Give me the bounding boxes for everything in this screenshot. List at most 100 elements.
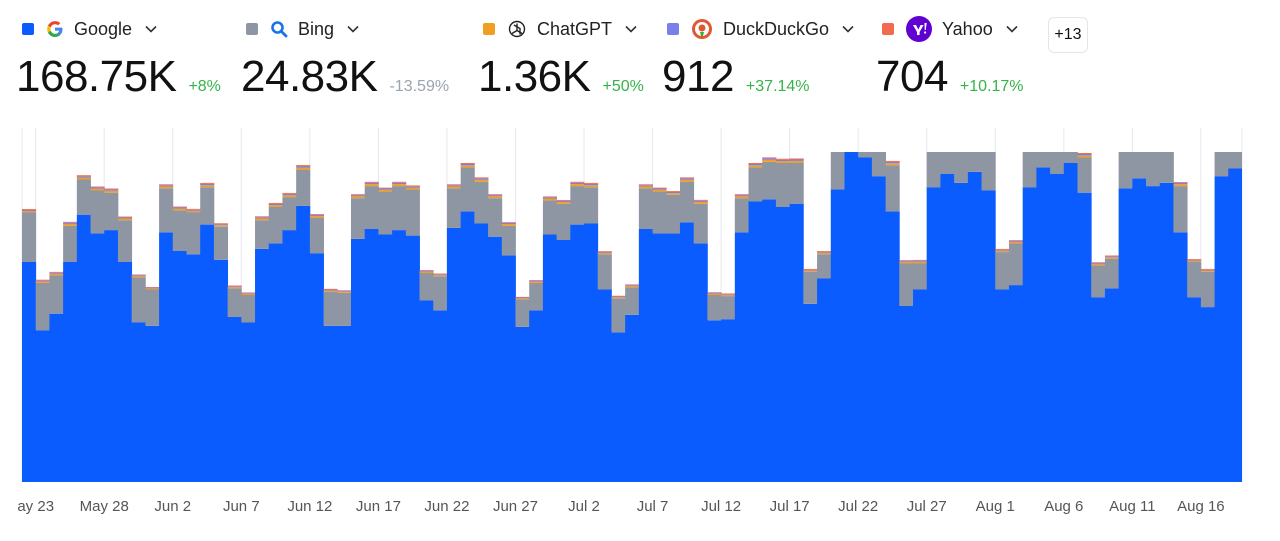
area-step: [1104, 256, 1120, 258]
more-sources-button[interactable]: +13: [1048, 17, 1088, 53]
area-step: [597, 289, 612, 482]
area-step: [392, 182, 407, 185]
area-step: [350, 198, 366, 239]
area-step: [584, 183, 599, 186]
area-step: [1008, 241, 1024, 244]
area-step: [542, 198, 558, 201]
area-step: [885, 161, 900, 164]
area-step: [1132, 137, 1146, 138]
area-step: [1215, 136, 1229, 138]
area-step: [49, 272, 64, 274]
area-step: [1173, 186, 1188, 233]
area-step: [913, 263, 928, 290]
legend-entry[interactable]: Bing: [246, 16, 360, 42]
area-step: [159, 185, 174, 187]
area-step: [817, 251, 832, 253]
area-step: [748, 163, 763, 166]
area-step: [364, 181, 379, 183]
area-step: [625, 286, 640, 288]
metric-value: 24.83K: [241, 52, 378, 101]
area-step: [940, 136, 954, 138]
area-step: [830, 189, 845, 482]
area-step: [364, 186, 379, 229]
x-tick-label: Aug 1: [976, 498, 1015, 515]
x-tick-label: Aug 11: [1109, 498, 1155, 515]
metric: 24.83K -13.59%: [241, 52, 449, 102]
metric-change: -13.59%: [389, 78, 450, 95]
area-step: [145, 289, 160, 326]
area-step: [131, 274, 146, 276]
area-step: [652, 188, 667, 190]
area-step: [1036, 127, 1050, 129]
legend-label: Yahoo: [942, 18, 993, 39]
area-step: [213, 224, 229, 226]
area-step: [117, 216, 133, 218]
area-step: [762, 157, 777, 159]
legend-entry[interactable]: Google: [22, 16, 158, 42]
area-step: [419, 270, 434, 272]
area-step: [296, 166, 311, 168]
area-step: [364, 182, 379, 185]
area-step: [337, 290, 352, 291]
source-icon: [507, 19, 537, 39]
area-step: [131, 276, 146, 278]
area-step: [1200, 269, 1215, 271]
area-step: [1173, 232, 1188, 482]
area-step: [309, 218, 324, 254]
area-step: [625, 285, 640, 287]
x-tick-label: Jun 12: [287, 498, 332, 515]
area-step: [392, 181, 407, 183]
area-step: [1119, 147, 1133, 148]
metric-change: +50%: [602, 78, 644, 95]
area-step: [968, 133, 982, 135]
area-step: [899, 260, 914, 262]
area-step: [844, 152, 859, 482]
area-step: [501, 222, 516, 225]
area-step: [666, 193, 681, 195]
area-step: [255, 220, 270, 249]
area-step: [488, 195, 503, 197]
legend-entry[interactable]: DuckDuckGo: [667, 16, 855, 42]
area-step: [268, 203, 283, 206]
area-step: [529, 280, 544, 282]
area-step: [638, 184, 653, 186]
area-step: [1132, 138, 1146, 140]
area-step: [817, 252, 832, 255]
legend-entry[interactable]: Yahoo: [882, 16, 1019, 42]
area-step: [1132, 140, 1146, 142]
area-step: [666, 191, 681, 192]
x-tick-label: ay 23: [17, 498, 54, 515]
area-step: [927, 150, 941, 152]
area-step: [460, 163, 475, 166]
area-step: [734, 198, 749, 233]
area-step: [597, 254, 612, 290]
area-step: [940, 174, 955, 482]
area-step: [666, 194, 681, 234]
area-step: [652, 187, 667, 189]
area-step: [871, 152, 886, 177]
area-step: [899, 306, 914, 482]
area-step: [1146, 152, 1161, 187]
x-tick-label: Jun 27: [493, 498, 538, 515]
area-step: [611, 295, 626, 297]
x-tick-label: Jul 17: [770, 498, 810, 515]
area-step: [159, 188, 174, 233]
area-step: [515, 297, 530, 299]
area-step: [378, 234, 393, 482]
area-step: [488, 236, 503, 482]
area-step: [1091, 263, 1106, 264]
legend-entry[interactable]: ChatGPT: [483, 16, 638, 42]
area-step: [227, 317, 242, 482]
area-step: [1036, 129, 1050, 131]
area-step: [131, 277, 146, 323]
area-step: [748, 165, 763, 168]
area-step: [145, 286, 160, 288]
metric-change: +8%: [188, 78, 221, 95]
area-step: [831, 147, 845, 148]
area-step: [721, 319, 736, 482]
area-step: [1187, 260, 1202, 262]
area-step: [117, 218, 133, 221]
area-step: [1077, 155, 1092, 158]
area-step: [844, 119, 858, 152]
area-step: [22, 212, 37, 262]
